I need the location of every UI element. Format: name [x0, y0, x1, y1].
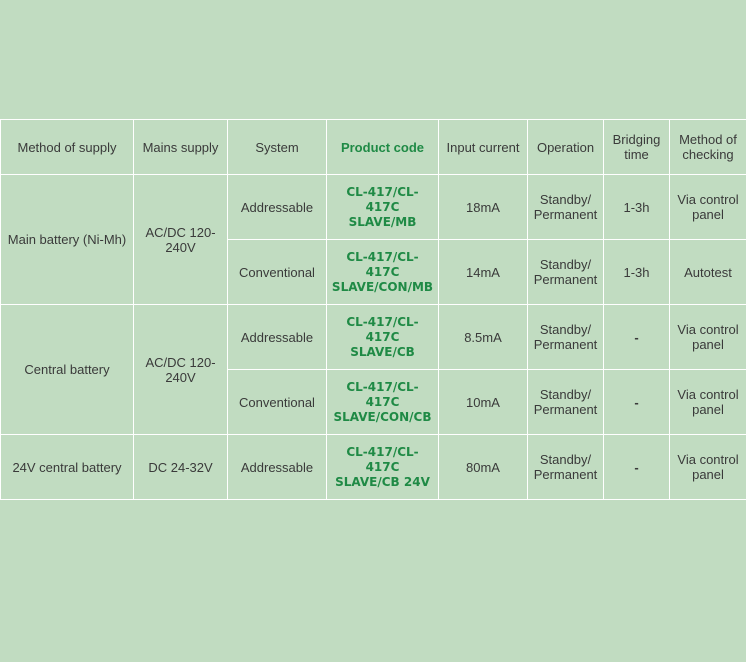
header-system: System — [227, 119, 327, 175]
product-code-line: SLAVE/CON/CB — [333, 409, 432, 424]
method-of-supply-cell: Central battery — [0, 304, 134, 435]
product-code-line: SLAVE/CB 24V — [335, 474, 430, 489]
operation-line: Standby/ — [539, 192, 592, 207]
product-code-cell: CL-417/CL-417C SLAVE/CB 24V — [326, 434, 439, 500]
operation-line: Standby/ — [539, 257, 592, 272]
bridging-time-cell: - — [603, 434, 670, 500]
header-product-code: Product code — [326, 119, 439, 175]
operation-line: Permanent — [533, 337, 598, 352]
product-code-cell: CL-417/CL-417C SLAVE/CON/CB — [326, 369, 439, 435]
product-spec-table: Method of supply Mains supply System Pro… — [0, 119, 746, 500]
method-of-checking-cell: Via control panel — [669, 369, 746, 435]
operation-line: Permanent — [533, 272, 598, 287]
product-code-cell: CL-417/CL-417C SLAVE/CB — [326, 304, 439, 370]
product-code-cell: CL-417/CL-417C SLAVE/CON/MB — [326, 239, 439, 305]
table-row: Main battery (Ni-Mh) AC/DC 120-240V Addr… — [0, 174, 746, 305]
table-header-row: Method of supply Mains supply System Pro… — [0, 119, 746, 175]
product-code-line: CL-417/CL-417C — [346, 184, 419, 214]
method-of-checking-cell: Via control panel — [669, 174, 746, 240]
operation-cell: Standby/ Permanent — [527, 434, 604, 500]
operation-line: Standby/ — [539, 452, 592, 467]
table-row: Conventional CL-417/CL-417C SLAVE/CON/MB… — [1, 239, 746, 305]
system-cell: Conventional — [227, 369, 327, 435]
bridging-time-cell: 1-3h — [603, 239, 670, 305]
mains-supply-cell: DC 24-32V — [133, 434, 228, 500]
bridging-time-cell: 1-3h — [603, 174, 670, 240]
operation-line: Permanent — [533, 402, 598, 417]
product-code-cell: CL-417/CL-417C SLAVE/MB — [326, 174, 439, 240]
system-cell: Addressable — [227, 304, 327, 370]
product-code-line: CL-417/CL-417C — [346, 314, 419, 344]
method-of-supply-cell: Main battery (Ni-Mh) — [0, 174, 134, 305]
system-cell: Conventional — [227, 239, 327, 305]
table-row: Conventional CL-417/CL-417C SLAVE/CON/CB… — [1, 369, 746, 435]
system-cell: Addressable — [227, 434, 327, 500]
operation-cell: Standby/ Permanent — [527, 174, 604, 240]
bridging-time-cell: - — [603, 369, 670, 435]
header-method-of-supply: Method of supply — [0, 119, 134, 175]
product-code-line: CL-417/CL-417C — [346, 444, 419, 474]
product-code-line: SLAVE/CON/MB — [331, 279, 434, 294]
table-row: Central battery AC/DC 120-240V Addressab… — [0, 304, 746, 435]
operation-cell: Standby/ Permanent — [527, 304, 604, 370]
mains-supply-cell: AC/DC 120-240V — [133, 174, 228, 305]
input-current-cell: 10mA — [438, 369, 528, 435]
operation-cell: Standby/ Permanent — [527, 239, 604, 305]
mains-supply-cell: AC/DC 120-240V — [133, 304, 228, 435]
input-current-cell: 80mA — [438, 434, 528, 500]
product-code-line: CL-417/CL-417C — [346, 379, 419, 409]
header-operation: Operation — [527, 119, 604, 175]
system-cell: Addressable — [227, 174, 327, 240]
product-code-line: CL-417/CL-417C — [346, 249, 419, 279]
operation-line: Standby/ — [539, 322, 592, 337]
operation-line: Permanent — [533, 207, 598, 222]
product-code-line: SLAVE/MB — [348, 214, 417, 229]
input-current-cell: 8.5mA — [438, 304, 528, 370]
bridging-time-cell: - — [603, 304, 670, 370]
input-current-cell: 14mA — [438, 239, 528, 305]
operation-line: Permanent — [533, 467, 598, 482]
operation-cell: Standby/ Permanent — [527, 369, 604, 435]
method-of-checking-cell: Via control panel — [669, 434, 746, 500]
table-row: 24V central battery DC 24-32V Addressabl… — [0, 434, 746, 500]
header-method-of-checking: Method of checking — [669, 119, 746, 175]
method-of-supply-cell: 24V central battery — [0, 434, 134, 500]
operation-line: Standby/ — [539, 387, 592, 402]
header-input-current: Input current — [438, 119, 528, 175]
header-mains-supply: Mains supply — [133, 119, 228, 175]
method-of-checking-cell: Autotest — [669, 239, 746, 305]
method-of-checking-cell: Via control panel — [669, 304, 746, 370]
product-code-line: SLAVE/CB — [350, 344, 415, 359]
input-current-cell: 18mA — [438, 174, 528, 240]
header-bridging-time: Bridging time — [603, 119, 670, 175]
